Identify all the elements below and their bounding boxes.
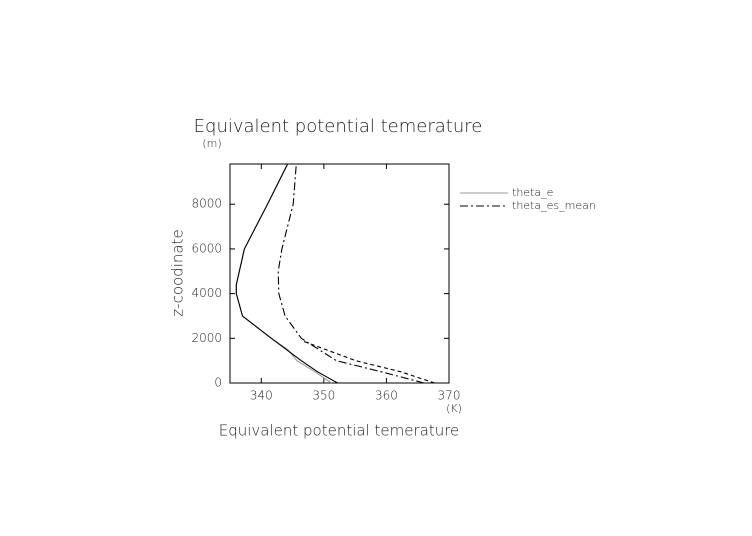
- series-line: [277, 163, 425, 384]
- chart-title: Equivalent potential temerature: [194, 116, 483, 137]
- y-tick-label: 4000: [191, 286, 222, 300]
- y-tick-label: 0: [214, 376, 222, 390]
- y-tick-label: 2000: [191, 331, 222, 345]
- x-tick-label: 360: [375, 389, 398, 403]
- x-tick-label: 350: [312, 389, 335, 403]
- y-axis-label: z-coodinate: [169, 229, 187, 316]
- x-tick-label: 340: [250, 389, 273, 403]
- y-tick-label: 6000: [191, 241, 222, 255]
- series-line: [235, 163, 338, 384]
- x-tick-label: 370: [438, 389, 461, 403]
- y-unit: (m): [202, 137, 221, 150]
- plot-frame: [229, 163, 450, 384]
- series-line: [235, 163, 332, 384]
- x-axis-label: Equivalent potential temerature: [219, 422, 460, 440]
- x-unit: (K): [446, 402, 462, 415]
- legend-label: theta_e: [512, 186, 553, 199]
- y-tick-label: 8000: [191, 197, 222, 211]
- legend-label: theta_es_mean: [512, 199, 596, 212]
- series-line: [301, 339, 435, 384]
